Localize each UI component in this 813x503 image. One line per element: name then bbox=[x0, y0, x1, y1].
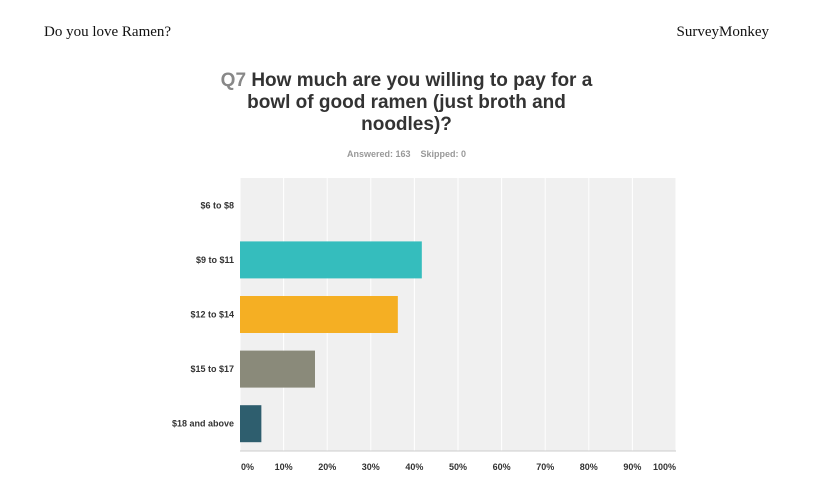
x-tick-label: 50% bbox=[449, 462, 467, 472]
category-label: $12 to $14 bbox=[190, 310, 234, 320]
x-tick-label: 60% bbox=[493, 462, 511, 472]
bar bbox=[240, 350, 315, 388]
category-label: $6 to $8 bbox=[200, 200, 234, 210]
x-tick-label: 100% bbox=[653, 462, 676, 472]
x-tick-label: 20% bbox=[318, 462, 336, 472]
document-header: Do you love Ramen? SurveyMonkey bbox=[44, 24, 769, 41]
skipped-count: Skipped: 0 bbox=[420, 149, 467, 159]
x-tick-label: 30% bbox=[362, 462, 380, 472]
survey-title: Do you love Ramen? bbox=[44, 24, 172, 40]
category-label: $9 to $11 bbox=[196, 255, 234, 265]
bar bbox=[240, 296, 398, 333]
x-tick-label: 40% bbox=[405, 462, 423, 472]
bar bbox=[240, 241, 422, 279]
x-tick-label: 70% bbox=[536, 462, 554, 472]
brand-name: SurveyMonkey bbox=[676, 24, 770, 40]
question-title: Q7 How much are you willing to pay for a… bbox=[0, 70, 813, 136]
x-tick-label: 80% bbox=[580, 462, 598, 472]
answered-count: Answered: 163 bbox=[346, 149, 411, 159]
question-text-line-2: bowl of good ramen (just broth and bbox=[247, 92, 566, 113]
x-tick-label: 10% bbox=[275, 462, 293, 472]
question-text-line-1: How much are you willing to pay for a bbox=[251, 70, 593, 91]
question-text-line-3: noodles)? bbox=[361, 114, 452, 135]
bar bbox=[240, 405, 262, 443]
x-tick-label: 90% bbox=[623, 462, 641, 472]
x-tick-label: 0% bbox=[241, 462, 254, 472]
question-number: Q7 bbox=[220, 70, 247, 91]
response-stats: Answered: 163 Skipped: 0 bbox=[0, 149, 813, 159]
category-label: $15 to $17 bbox=[190, 364, 234, 374]
category-label: $18 and above bbox=[172, 419, 234, 429]
